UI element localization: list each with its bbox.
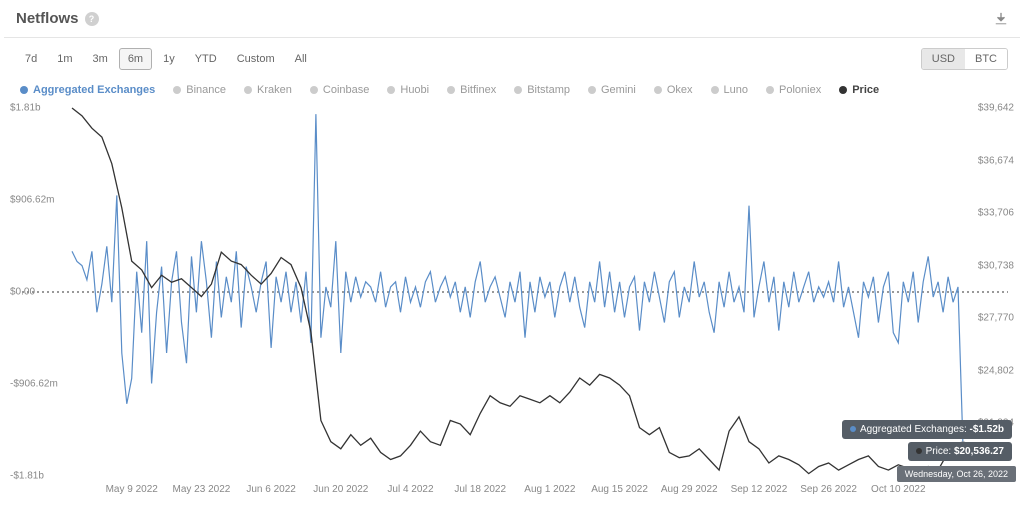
- legend-dot-icon: [711, 86, 719, 94]
- legend-label: Luno: [724, 84, 748, 96]
- y-right-tick: $33,706: [978, 208, 1014, 219]
- legend-item-gemini[interactable]: Gemini: [588, 84, 636, 96]
- range-buttons: 7d1m3m6m1yYTDCustomAll: [16, 48, 316, 70]
- legend-dot-icon: [839, 86, 847, 94]
- legend-dot-icon: [654, 86, 662, 94]
- legend-item-kraken[interactable]: Kraken: [244, 84, 292, 96]
- range-btn-custom[interactable]: Custom: [228, 48, 284, 70]
- page-title: Netflows: [16, 10, 79, 27]
- range-btn-ytd[interactable]: YTD: [186, 48, 226, 70]
- x-tick: Jul 4 2022: [387, 484, 433, 495]
- y-left-tick: $0.00: [10, 287, 35, 298]
- controls-row: 7d1m3m6m1yYTDCustomAll USDBTC: [0, 38, 1024, 80]
- legend-item-luno[interactable]: Luno: [711, 84, 748, 96]
- legend-label: Huobi: [400, 84, 429, 96]
- range-btn-1m[interactable]: 1m: [48, 48, 81, 70]
- legend-dot-icon: [387, 86, 395, 94]
- series-aggregated-exchanges: [72, 114, 963, 446]
- legend-item-huobi[interactable]: Huobi: [387, 84, 429, 96]
- title-wrap: Netflows ?: [16, 10, 99, 27]
- tooltip-row: Price: $20,536.27: [908, 442, 1012, 461]
- currency-btn-btc[interactable]: BTC: [965, 49, 1007, 69]
- legend-item-bitstamp[interactable]: Bitstamp: [514, 84, 570, 96]
- y-left-tick: $906.62m: [10, 194, 54, 205]
- series-price: [72, 108, 963, 474]
- x-axis-labels: May 9 2022 May 23 2022 Jun 6 2022 Jun 20 20…: [4, 484, 1020, 502]
- x-tick: May 9 2022: [106, 484, 158, 495]
- x-tick: Sep 12 2022: [731, 484, 788, 495]
- x-tick: Aug 1 2022: [524, 484, 575, 495]
- y-left-tick: $1.81b: [10, 103, 41, 114]
- legend-label: Binance: [186, 84, 226, 96]
- legend-dot-icon: [244, 86, 252, 94]
- x-tick: Jun 20 2022: [313, 484, 368, 495]
- legend-label: Bitstamp: [527, 84, 570, 96]
- legend-dot-icon: [766, 86, 774, 94]
- legend-label: Gemini: [601, 84, 636, 96]
- download-icon[interactable]: [994, 12, 1008, 26]
- legend-dot-icon: [20, 86, 28, 94]
- legend-dot-icon: [514, 86, 522, 94]
- range-btn-1y[interactable]: 1y: [154, 48, 184, 70]
- y-right-tick: $24,802: [978, 365, 1014, 376]
- x-tick: Jul 18 2022: [454, 484, 506, 495]
- chart-header: Netflows ?: [0, 0, 1024, 37]
- x-tick: Jun 6 2022: [246, 484, 296, 495]
- y-right-tick: $36,674: [978, 155, 1014, 166]
- legend-label: Poloniex: [779, 84, 821, 96]
- y-left-tick: -$1.81b: [10, 471, 44, 482]
- range-btn-3m[interactable]: 3m: [84, 48, 117, 70]
- x-tick: Sep 26 2022: [800, 484, 857, 495]
- range-btn-all[interactable]: All: [286, 48, 316, 70]
- legend-item-poloniex[interactable]: Poloniex: [766, 84, 821, 96]
- help-icon[interactable]: ?: [85, 12, 99, 26]
- y-left-tick: -$906.62m: [10, 379, 58, 390]
- legend-item-bitfinex[interactable]: Bitfinex: [447, 84, 496, 96]
- y-right-tick: $39,642: [978, 103, 1014, 114]
- x-tick: May 23 2022: [173, 484, 231, 495]
- tooltip-row: Aggregated Exchanges: -$1.52b: [842, 420, 1012, 439]
- legend-item-coinbase[interactable]: Coinbase: [310, 84, 369, 96]
- range-btn-6m[interactable]: 6m: [119, 48, 152, 70]
- legend: Aggregated Exchanges Binance Kraken Coinbas…: [0, 80, 1024, 106]
- legend-label: Coinbase: [323, 84, 369, 96]
- y-right-tick: $30,738: [978, 260, 1014, 271]
- x-tick: Aug 29 2022: [661, 484, 718, 495]
- x-tick: Aug 15 2022: [591, 484, 648, 495]
- legend-item-okex[interactable]: Okex: [654, 84, 693, 96]
- legend-item-aggregated-exchanges[interactable]: Aggregated Exchanges: [20, 84, 155, 96]
- legend-label: Bitfinex: [460, 84, 496, 96]
- currency-btn-usd[interactable]: USD: [922, 49, 965, 69]
- legend-item-price[interactable]: Price: [839, 84, 879, 96]
- currency-toggle: USDBTC: [921, 48, 1008, 70]
- y-right-tick: $27,770: [978, 313, 1014, 324]
- legend-label: Kraken: [257, 84, 292, 96]
- legend-dot-icon: [588, 86, 596, 94]
- legend-label: Aggregated Exchanges: [33, 84, 155, 96]
- legend-dot-icon: [310, 86, 318, 94]
- chart-area: $1.81b $906.62m $0.00 -$906.62m -$1.81b $39,6…: [4, 106, 1020, 502]
- range-btn-7d[interactable]: 7d: [16, 48, 46, 70]
- legend-dot-icon: [173, 86, 181, 94]
- legend-dot-icon: [447, 86, 455, 94]
- legend-item-binance[interactable]: Binance: [173, 84, 226, 96]
- x-tick: Oct 10 2022: [871, 484, 925, 495]
- tooltip-date: Wednesday, Oct 26, 2022: [897, 466, 1016, 482]
- legend-label: Price: [852, 84, 879, 96]
- legend-label: Okex: [667, 84, 693, 96]
